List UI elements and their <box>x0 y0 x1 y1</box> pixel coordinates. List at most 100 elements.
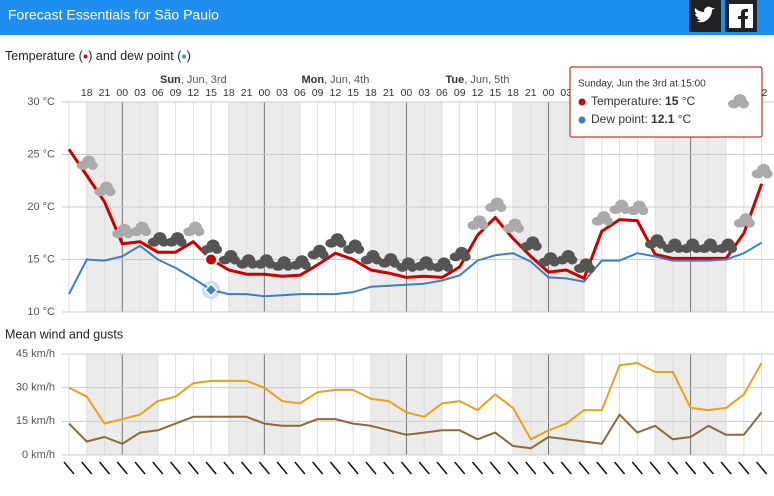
y-tick-label: 15 °C <box>27 253 55 265</box>
hour-label: 12 <box>472 87 484 99</box>
cloud-part <box>514 224 524 233</box>
wind-arrow <box>152 461 164 475</box>
hour-label: 00 <box>401 87 413 99</box>
weather-icon <box>147 232 169 247</box>
weather-icon <box>503 218 524 233</box>
wind-arrow <box>596 461 608 475</box>
day-date: , Jun, 3rd <box>181 74 227 86</box>
tooltip-dot <box>578 116 586 124</box>
tooltip-box <box>569 66 763 138</box>
cloud-part <box>762 169 773 179</box>
weather-icon <box>662 238 684 253</box>
wind-arrow <box>756 461 768 475</box>
hour-label: 18 <box>365 87 377 99</box>
hour-label: 03 <box>134 87 146 99</box>
weather-icon <box>343 239 365 254</box>
wind-arrow <box>276 461 288 475</box>
hour-label: 15 <box>347 87 359 99</box>
title-part: ● <box>83 51 88 61</box>
y-tick-label: 30 °C <box>27 96 55 108</box>
title-part: ● <box>181 51 186 61</box>
tooltip-unit: °C <box>674 112 691 126</box>
wind-arrow <box>205 461 217 475</box>
wind-arrow <box>667 461 679 475</box>
day-label: Mon, Jun, 4th <box>301 74 369 86</box>
tooltip-dot <box>578 98 586 106</box>
weather-icon <box>627 200 649 216</box>
weather-icon <box>130 221 152 237</box>
weather-icon <box>236 254 258 269</box>
weather-icon <box>733 213 755 228</box>
cloud-part <box>158 237 169 247</box>
hour-label: 03 <box>418 87 430 99</box>
weather-icon <box>112 223 134 239</box>
weather-icon <box>76 155 98 170</box>
cloud-part <box>141 227 152 237</box>
cloud-part <box>673 243 684 253</box>
hour-label: 00 <box>116 87 128 99</box>
hour-label: 21 <box>241 87 253 99</box>
weather-icon <box>289 255 311 270</box>
wind-arrow <box>134 461 146 475</box>
wind-arrow <box>507 461 519 475</box>
cloud-part <box>709 243 720 253</box>
tooltip-title: Sunday, Jun the 3rd at 15:00 <box>578 79 706 90</box>
wind-arrow <box>81 461 93 475</box>
wind-arrow <box>560 461 572 475</box>
y-tick-label: 30 km/h <box>16 382 55 394</box>
weather-icon <box>218 250 240 265</box>
cloud-part <box>602 216 613 226</box>
tooltip-value: 15 <box>665 94 679 108</box>
hour-label: 21 <box>99 87 111 99</box>
wind-arrow <box>631 461 643 475</box>
cloud-part <box>585 263 596 273</box>
twitter-button[interactable] <box>689 0 721 32</box>
hour-label: 00 <box>259 87 271 99</box>
weather-icon <box>165 232 187 247</box>
wind-arrow <box>294 461 306 475</box>
weather-icon <box>183 221 205 237</box>
hour-label: 18 <box>223 87 235 99</box>
tooltip-label: Temperature: <box>591 94 665 108</box>
cloud-part <box>105 187 116 197</box>
hour-label: 00 <box>543 87 555 99</box>
weather-icon <box>591 211 613 226</box>
tooltip: Sunday, Jun the 3rd at 15:00 Temperature:… <box>569 66 763 138</box>
facebook-button[interactable] <box>725 0 757 32</box>
hour-label: 03 <box>276 87 288 99</box>
hour-label: 15 <box>489 87 501 99</box>
hour-label: 09 <box>454 87 466 99</box>
cloud-part <box>460 252 471 262</box>
cloud-part <box>300 260 311 270</box>
weather-icon <box>728 94 749 109</box>
weather-icon <box>485 197 507 212</box>
wind-arrow <box>329 461 341 475</box>
y-tick-label: 20 °C <box>27 201 55 213</box>
cloud-part <box>744 218 755 228</box>
wind-arrow <box>454 461 466 475</box>
header-bar <box>0 0 774 35</box>
hover-point <box>204 252 219 267</box>
weather-icon <box>431 257 453 272</box>
weather-icon <box>449 246 471 262</box>
weather-icon <box>94 181 116 197</box>
tooltip-item: Dew point: 12.1 °C <box>591 112 692 126</box>
weather-icon <box>574 258 596 273</box>
hour-label: 21 <box>525 87 537 99</box>
hour-label: 06 <box>436 87 448 99</box>
cloud-part <box>176 237 187 247</box>
y-tick-label: 25 °C <box>27 148 55 160</box>
wind-arrow <box>542 461 555 475</box>
wind-arrow <box>436 461 448 475</box>
wind-arrow <box>400 461 413 475</box>
wind-arrow <box>578 461 590 475</box>
wind-arrow <box>702 461 714 475</box>
hover-point <box>204 282 219 298</box>
cloud-part <box>567 255 578 265</box>
y-tick-label: 10 °C <box>27 306 55 318</box>
cloud-part <box>638 206 649 216</box>
weather-icon <box>201 239 223 254</box>
series-line <box>68 241 763 298</box>
title-part: ) and dew point ( <box>88 49 182 63</box>
weather-icon <box>645 234 667 249</box>
